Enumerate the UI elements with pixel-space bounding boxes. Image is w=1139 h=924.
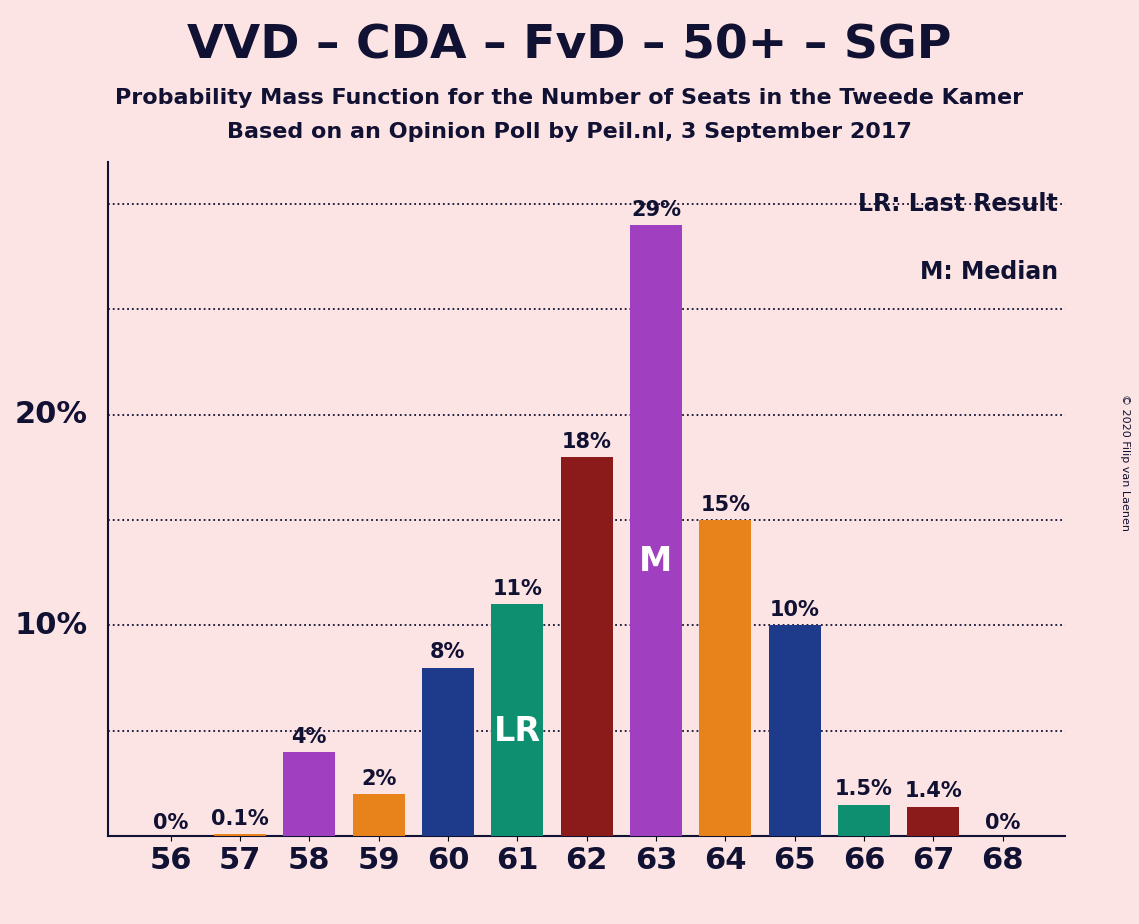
Bar [214, 834, 265, 836]
Bar [491, 604, 543, 836]
Text: 8%: 8% [431, 642, 466, 663]
Bar [421, 667, 474, 836]
Text: 20%: 20% [15, 400, 88, 429]
Text: 2%: 2% [361, 769, 396, 789]
Text: Based on an Opinion Poll by Peil.nl, 3 September 2017: Based on an Opinion Poll by Peil.nl, 3 S… [227, 122, 912, 142]
Bar [560, 456, 613, 836]
Text: 1.4%: 1.4% [904, 782, 962, 801]
Bar [908, 807, 959, 836]
Bar [630, 225, 682, 836]
Text: 18%: 18% [562, 432, 612, 452]
Text: 1.5%: 1.5% [835, 779, 893, 799]
Text: LR: Last Result: LR: Last Result [859, 192, 1058, 216]
Text: M: M [639, 544, 672, 578]
Text: VVD – CDA – FvD – 50+ – SGP: VVD – CDA – FvD – 50+ – SGP [187, 23, 952, 68]
Bar [353, 794, 404, 836]
Text: 15%: 15% [700, 494, 751, 515]
Bar [838, 805, 890, 836]
Text: 4%: 4% [292, 726, 327, 747]
Text: 10%: 10% [15, 611, 88, 640]
Bar [699, 520, 752, 836]
Text: 10%: 10% [770, 601, 820, 620]
Text: 11%: 11% [492, 579, 542, 599]
Text: LR: LR [493, 715, 541, 748]
Text: © 2020 Filip van Laenen: © 2020 Filip van Laenen [1121, 394, 1130, 530]
Text: 0%: 0% [985, 813, 1021, 833]
Text: Probability Mass Function for the Number of Seats in the Tweede Kamer: Probability Mass Function for the Number… [115, 88, 1024, 108]
Bar [769, 626, 820, 836]
Text: M: Median: M: Median [920, 260, 1058, 284]
Bar [284, 752, 335, 836]
Text: 29%: 29% [631, 200, 681, 220]
Text: 0%: 0% [153, 813, 188, 833]
Text: 0.1%: 0.1% [211, 808, 269, 829]
